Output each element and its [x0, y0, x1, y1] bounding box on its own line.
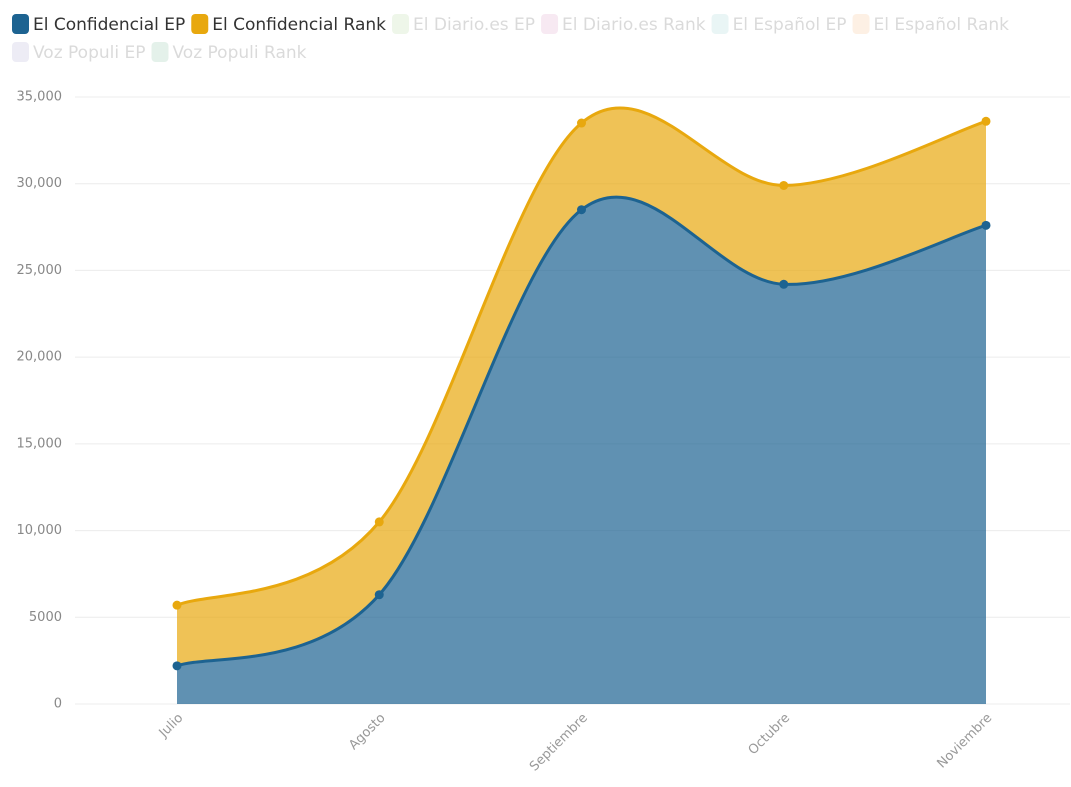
- legend-item[interactable]: Voz Populi EP: [12, 42, 146, 63]
- point: [577, 118, 586, 128]
- x-tick-label: Noviembre: [935, 711, 996, 772]
- y-tick-label: 35,000: [17, 90, 63, 105]
- legend-swatch: [852, 14, 870, 34]
- legend-item[interactable]: El Español EP: [711, 14, 847, 35]
- legend-label: El Diario.es Rank: [562, 15, 706, 35]
- legend-item[interactable]: El Confidencial EP: [12, 14, 185, 35]
- legend-swatch: [541, 14, 559, 34]
- point: [374, 590, 384, 600]
- x-tick-label: Septiembre: [527, 711, 591, 775]
- x-tick-label: Julio: [156, 711, 187, 742]
- legend-item[interactable]: Voz Populi Rank: [151, 42, 307, 63]
- y-tick-label: 5000: [29, 610, 62, 625]
- legend-swatch: [711, 14, 729, 34]
- y-tick-label: 10,000: [17, 523, 63, 538]
- legend-item[interactable]: El Español Rank: [852, 14, 1010, 35]
- y-tick-label: 20,000: [17, 350, 63, 365]
- legend-label: El Confidencial EP: [33, 15, 185, 35]
- point: [374, 517, 384, 527]
- point: [981, 220, 991, 230]
- legend-label: El Confidencial Rank: [212, 15, 386, 35]
- legend-item[interactable]: El Confidencial Rank: [191, 14, 386, 35]
- point: [981, 116, 991, 126]
- legend-item[interactable]: El Diario.es Rank: [541, 14, 706, 35]
- x-tick-label: Agosto: [346, 711, 388, 753]
- legend-label: El Diario.es EP: [413, 15, 535, 35]
- legend-swatch: [12, 14, 29, 34]
- area: [177, 197, 986, 704]
- legend-swatch: [151, 42, 169, 62]
- legend-item[interactable]: El Diario.es EP: [392, 14, 535, 35]
- legend-label: Voz Populi Rank: [173, 43, 307, 63]
- legend-swatch: [392, 14, 410, 34]
- point: [779, 180, 789, 190]
- point: [577, 205, 586, 215]
- y-tick-label: 30,000: [17, 176, 63, 191]
- legend-label: El Español Rank: [874, 15, 1010, 35]
- point: [779, 279, 789, 289]
- point: [172, 600, 182, 610]
- y-tick-label: 15,000: [17, 436, 63, 451]
- legend-label: Voz Populi EP: [33, 43, 146, 63]
- point: [172, 661, 182, 671]
- line: [176, 195, 987, 668]
- x-tick-label: Octubre: [746, 711, 793, 758]
- legend-swatch: [191, 14, 209, 34]
- line: [176, 106, 987, 607]
- legend-swatch: [12, 42, 29, 62]
- y-tick-label: 25,000: [17, 263, 63, 278]
- legend-label: El Español EP: [733, 15, 847, 35]
- y-tick-label: 0: [54, 697, 62, 712]
